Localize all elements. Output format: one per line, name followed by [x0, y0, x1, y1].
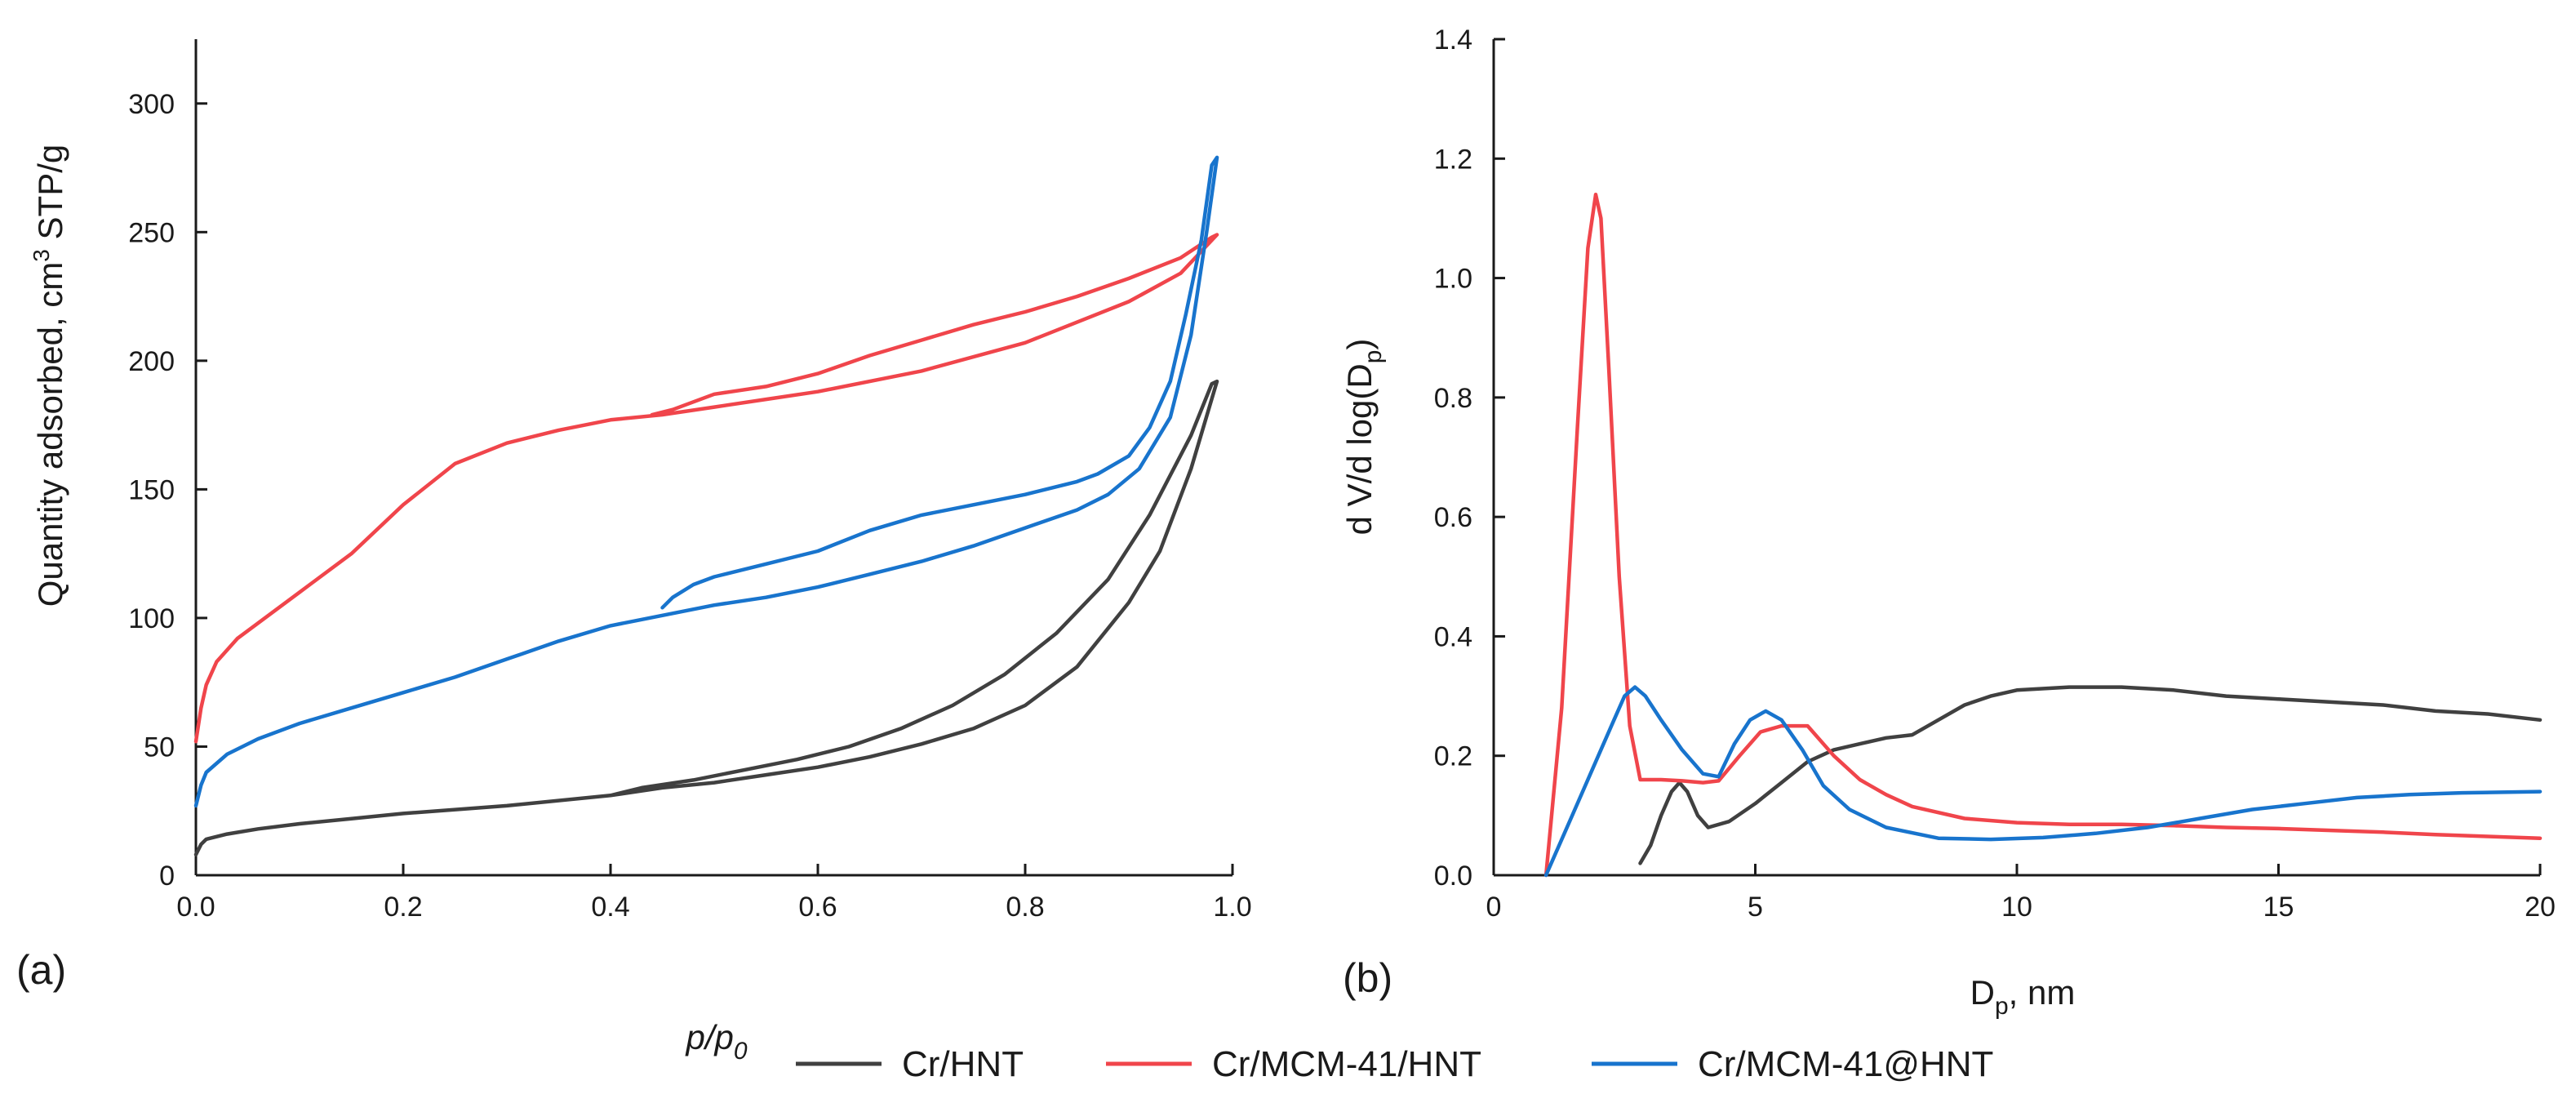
panel-a-x-tick-label: 0.6 — [798, 892, 837, 923]
legend: Cr/HNT Cr/MCM-41/HNT Cr/MCM-41@HNT — [796, 1044, 1993, 1084]
panel-a-y-tick-label: 50 — [144, 732, 175, 763]
panel-b-x-tick-label: 5 — [1748, 892, 1763, 923]
panel-b-ticks: 0 5 10 15 20 0.0 0.2 0.4 0.6 0.8 1.0 1.2 1.4 — [1434, 24, 2556, 923]
panel-a-x-tick-label: 0.4 — [591, 892, 629, 923]
panel-a-y-tick-label: 300 — [128, 89, 175, 120]
panel-a-y-tick-label: 100 — [128, 603, 175, 634]
panel-a: 0.0 0.2 0.4 0.6 0.8 1.0 0 50 100 150 200 250 300 Qua… — [16, 39, 1252, 1065]
panel-a-ylabel: Quantity adsorbed, cm3 STP/g — [29, 145, 69, 607]
panel-a-series-cr-mcm-41-at-hnt — [193, 155, 1219, 808]
panel-b-series-cr-mcm-41-hnt — [1543, 192, 2543, 878]
panel-a-series-cr-hnt — [193, 379, 1219, 857]
panel-a-y-tick-label: 150 — [128, 474, 175, 505]
legend-label-cr-hnt: Cr/HNT — [902, 1044, 1024, 1084]
panel-b-axes — [1492, 39, 2540, 877]
panel-a-x-tick-label: 0.2 — [384, 892, 422, 923]
legend-item-cr-mcm41-at-hnt: Cr/MCM-41@HNT — [1592, 1044, 1993, 1084]
panel-b-y-tick-label: 1.2 — [1434, 144, 1472, 175]
panel-b-xlabel: Dp, nm — [1970, 973, 2076, 1020]
panel-b-x-tick-label: 15 — [2263, 892, 2294, 923]
panel-a-series — [193, 155, 1219, 857]
panel-b-series-cr-mcm-41-at-hnt — [1543, 685, 2543, 878]
panel-a-xlabel: p/p0 — [684, 1018, 747, 1065]
panel-b-label: (b) — [1343, 955, 1392, 1001]
panel-a-ticks: 0.0 0.2 0.4 0.6 0.8 1.0 0 50 100 150 200 250 300 — [128, 89, 1251, 923]
panel-b-y-tick-label: 0.6 — [1434, 502, 1472, 533]
panel-b-y-tick-label: 0.0 — [1434, 861, 1472, 892]
panel-b-series — [1543, 192, 2543, 878]
panel-a-y-tick-label: 0 — [159, 861, 175, 892]
panel-a-y-tick-label: 250 — [128, 217, 175, 248]
legend-item-cr-hnt: Cr/HNT — [796, 1044, 1024, 1084]
legend-item-cr-mcm41-hnt: Cr/MCM-41/HNT — [1106, 1044, 1481, 1084]
panel-b-ylabel: d V/d log(Dp) — [1340, 339, 1387, 536]
panel-a-axes — [194, 39, 1232, 877]
panel-b-series-cr-hnt — [1638, 685, 2543, 865]
panel-b-y-tick-label: 0.2 — [1434, 741, 1472, 772]
legend-label-cr-mcm41-at-hnt: Cr/MCM-41@HNT — [1698, 1044, 1993, 1084]
panel-a-series-cr-mcm-41-hnt — [193, 233, 1219, 744]
panel-a-x-tick-label: 1.0 — [1213, 892, 1251, 923]
panel-b: 0 5 10 15 20 0.0 0.2 0.4 0.6 0.8 1.0 1.2 1.4 d V/d l… — [1340, 24, 2556, 1020]
panel-a-x-tick-label: 0.8 — [1006, 892, 1044, 923]
panel-b-x-tick-label: 10 — [2001, 892, 2032, 923]
panel-a-label: (a) — [16, 947, 66, 993]
panel-b-x-tick-label: 20 — [2525, 892, 2556, 923]
panel-a-x-tick-label: 0.0 — [176, 892, 215, 923]
panel-b-y-tick-label: 1.4 — [1434, 24, 1472, 56]
panel-b-y-tick-label: 0.8 — [1434, 383, 1472, 414]
panel-a-y-tick-label: 200 — [128, 346, 175, 377]
panel-b-y-tick-label: 1.0 — [1434, 264, 1472, 295]
panel-b-x-tick-label: 0 — [1486, 892, 1502, 923]
legend-label-cr-mcm41-hnt: Cr/MCM-41/HNT — [1212, 1044, 1481, 1084]
panel-b-y-tick-label: 0.4 — [1434, 621, 1472, 652]
